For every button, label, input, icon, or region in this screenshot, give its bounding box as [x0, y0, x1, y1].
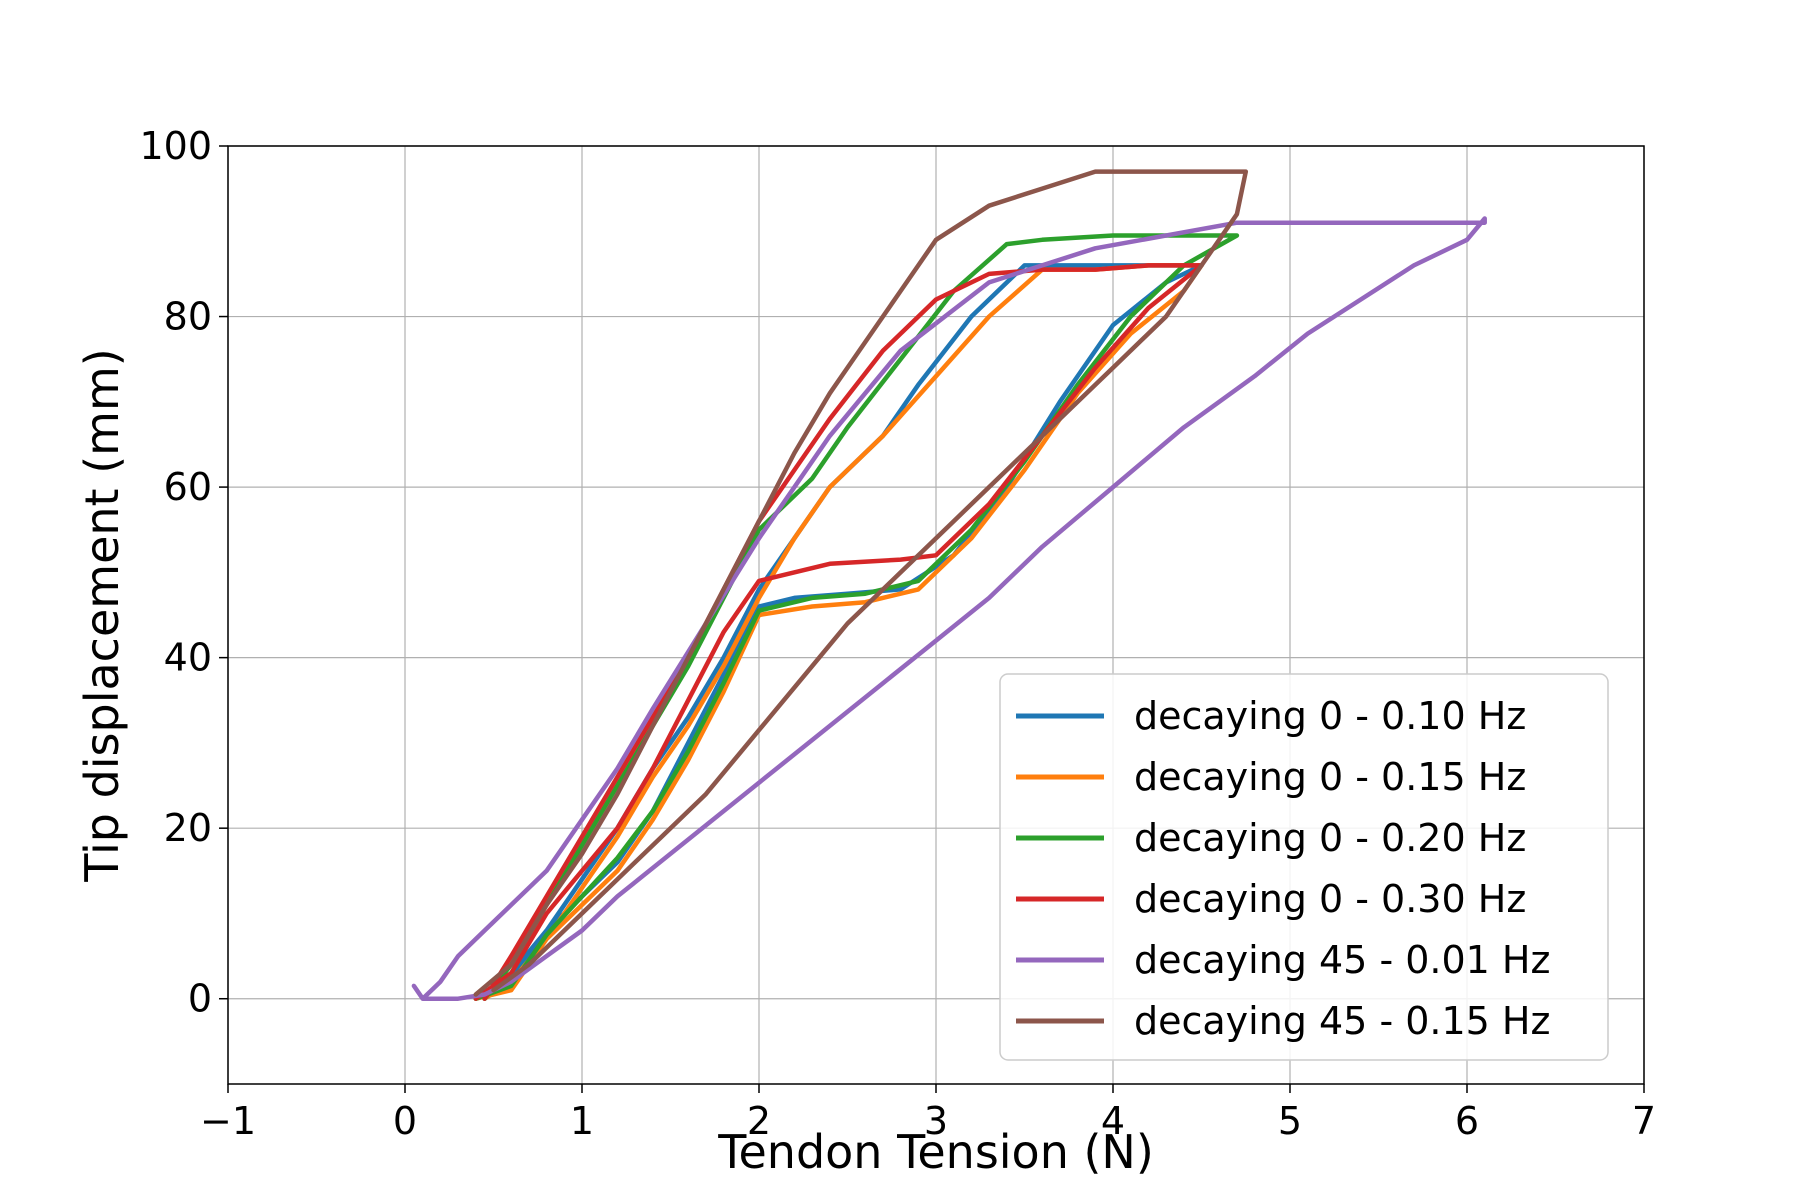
- x-tick-label: 5: [1278, 1099, 1302, 1143]
- series-line-3: [473, 233, 1240, 1001]
- y-axis-ticks: 0 20 40 60 80 100: [139, 124, 228, 1021]
- legend-label: decaying 0 - 0.20 Hz: [1134, 816, 1526, 860]
- y-tick-label: 60: [164, 465, 212, 509]
- x-tick-label: 7: [1632, 1099, 1656, 1143]
- y-tick-label: 40: [164, 636, 212, 680]
- legend: decaying 0 - 0.10 Hz decaying 0 - 0.15 Hz…: [999, 673, 1609, 1061]
- legend-label: decaying 45 - 0.15 Hz: [1134, 999, 1550, 1043]
- x-tick-label: 3: [924, 1099, 948, 1143]
- x-axis-label: Tendon Tension (N): [717, 1125, 1154, 1179]
- x-axis-ticks: −1 0 1 2 3 4 5 6 7: [200, 1084, 1656, 1143]
- x-tick-label: 6: [1455, 1099, 1479, 1143]
- x-tick-label: 2: [747, 1099, 771, 1143]
- x-tick-label: 1: [570, 1099, 594, 1143]
- legend-label: decaying 0 - 0.10 Hz: [1134, 694, 1526, 738]
- legend-label: decaying 0 - 0.15 Hz: [1134, 755, 1526, 799]
- y-axis-label: Tip displacement (mm): [75, 348, 129, 882]
- y-tick-label: 20: [164, 806, 212, 850]
- series-line-5: [411, 216, 1487, 1001]
- x-tick-label: 4: [1101, 1099, 1125, 1143]
- y-tick-label: 0: [188, 977, 212, 1021]
- series-layer: [411, 169, 1487, 1001]
- legend-label: decaying 45 - 0.01 Hz: [1134, 938, 1550, 982]
- y-tick-label: 80: [164, 295, 212, 339]
- legend-box: [999, 673, 1609, 1061]
- x-tick-label: −1: [200, 1099, 256, 1143]
- x-tick-label: 0: [393, 1099, 417, 1143]
- y-tick-label: 100: [139, 124, 212, 168]
- legend-label: decaying 0 - 0.30 Hz: [1134, 877, 1526, 921]
- series-line-6: [473, 169, 1249, 997]
